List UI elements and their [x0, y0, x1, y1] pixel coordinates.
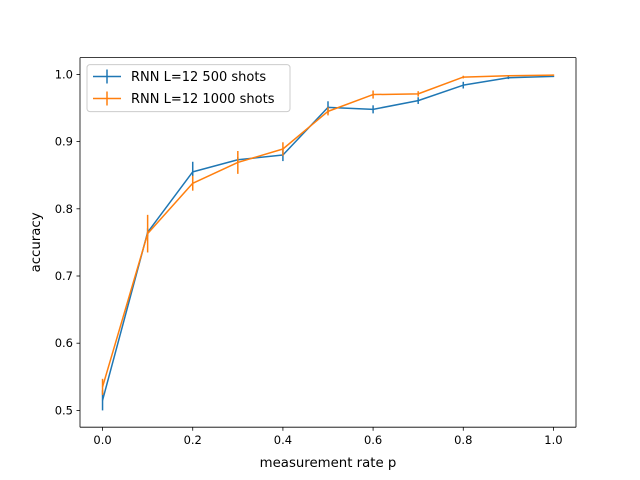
legend-label: RNN L=12 500 shots — [131, 70, 266, 85]
y-tick-label: 0.8 — [55, 202, 73, 216]
x-tick-label: 0.0 — [93, 433, 111, 447]
x-tick-label: 0.8 — [454, 433, 472, 447]
y-tick-label: 0.5 — [55, 403, 73, 417]
y-axis-label: accuracy — [29, 212, 44, 272]
y-tick-label: 1.0 — [55, 67, 73, 81]
x-tick-label: 0.4 — [274, 433, 292, 447]
y-tick-label: 0.9 — [55, 135, 73, 149]
x-axis-label: measurement rate p — [260, 456, 397, 471]
series-2 — [101, 74, 555, 395]
legend-entry: RNN L=12 1000 shots — [93, 91, 275, 107]
y-tick-label: 0.6 — [55, 336, 73, 350]
axes-frame — [79, 57, 577, 428]
y-tick-label: 0.7 — [55, 269, 73, 283]
legend-box — [86, 64, 291, 113]
x-tick-label: 1.0 — [544, 433, 562, 447]
y-axis-ticks: 0.5 0.6 0.7 0.8 0.9 1.0 — [55, 67, 80, 417]
x-axis-ticks: 0.0 0.2 0.4 0.6 0.8 1.0 — [93, 427, 563, 447]
x-tick-label: 0.6 — [364, 433, 382, 447]
legend: RNN L=12 500 shots RNN L=12 1000 shots — [86, 64, 291, 113]
x-tick-label: 0.2 — [184, 433, 202, 447]
legend-entry: RNN L=12 500 shots — [93, 69, 266, 85]
series-layer — [101, 74, 555, 411]
legend-label: RNN L=12 1000 shots — [131, 92, 275, 107]
